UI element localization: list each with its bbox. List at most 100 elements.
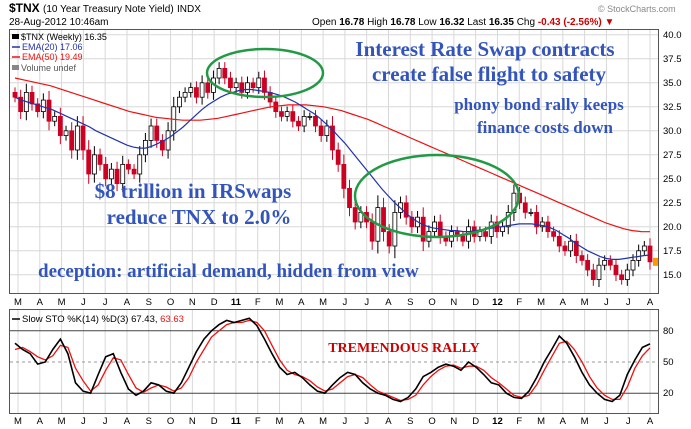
x-tick-label: 12 — [492, 297, 503, 308]
low-label: Low — [418, 17, 437, 28]
y-tick-label: 30.0 — [663, 126, 682, 137]
sto-y-tick-label: 20 — [663, 388, 674, 399]
candle-body — [91, 154, 97, 175]
x-tick-label: A — [647, 297, 654, 308]
candle-body — [194, 87, 199, 98]
annotation-line-6: reduce TNX to 2.0% — [107, 205, 292, 229]
candle-body — [296, 120, 301, 127]
x-tick-label: D — [472, 416, 479, 427]
x-tick-label: J — [103, 416, 108, 427]
x-tick-label: M — [319, 416, 327, 427]
sto-d-line — [14, 319, 651, 402]
candle-body — [522, 202, 528, 213]
x-tick-label: J — [343, 416, 348, 427]
candle-body — [177, 96, 182, 108]
ema50-line — [14, 77, 651, 233]
x-tick-label: D — [211, 416, 218, 427]
candle-body — [420, 216, 426, 242]
x-tick-label: M — [276, 416, 284, 427]
x-tick-label: J — [604, 297, 609, 308]
x-tick-label: M — [58, 297, 66, 308]
candle-body — [97, 154, 103, 165]
candle-body — [250, 82, 256, 89]
x-tick-label: J — [626, 416, 631, 427]
candle-body — [86, 149, 92, 175]
y-tick-label: 17.5 — [663, 246, 682, 257]
candle-body — [18, 96, 24, 112]
candle-body — [596, 264, 602, 281]
candle-body — [330, 125, 335, 151]
watermark: © StockCharts.com — [598, 4, 676, 14]
legend-volume: Volume undef — [21, 63, 77, 73]
candle-body — [239, 82, 245, 93]
last-price-marker — [653, 257, 658, 266]
candle-body — [624, 269, 630, 281]
y-tick-label: 40.0 — [663, 30, 682, 41]
x-tick-label: M — [14, 416, 22, 427]
ellipse-2011-low — [353, 153, 521, 239]
y-axis-labels: 15.0 17.5 20.0 22.5 25.0 27.5 30.0 32.5 35.0 37.5… — [663, 30, 682, 281]
candle-body — [228, 77, 233, 88]
candle-body — [324, 125, 330, 136]
sto-k-line — [14, 317, 651, 403]
x-tick-label: F — [255, 416, 261, 427]
candle-body — [160, 139, 165, 151]
x-tick-label: M — [276, 297, 284, 308]
high-value: 16.78 — [390, 17, 416, 28]
legend-volume-swatch — [12, 65, 19, 70]
candle-body — [381, 207, 386, 233]
sto-x-axis-labels: M A M J J A S O N D 11 F M A M J J A S O N D 12 F M A M J J A — [14, 416, 654, 427]
ema20-line — [14, 88, 651, 260]
x-tick-label: M — [581, 297, 589, 308]
sto-y-axis-labels: 20 50 80 — [663, 326, 674, 399]
candle-body — [148, 125, 154, 141]
candle-body — [256, 77, 262, 88]
candle-body — [216, 68, 222, 79]
legend-price: $TNX (Weekly) 16.35 — [21, 32, 107, 42]
ellipse-2011-peak — [205, 47, 325, 99]
x-tick-label: J — [364, 416, 369, 427]
candle-body — [233, 82, 239, 89]
candle-body — [528, 211, 534, 214]
chart-symbol: $TNX (10 Year Treasury Note Yield) INDX — [9, 1, 201, 15]
annotation-line-2: create false flight to safety — [372, 62, 607, 86]
x-tick-label: A — [37, 416, 44, 427]
candle-body — [29, 92, 35, 105]
candle-body — [80, 125, 86, 151]
candle-body — [125, 163, 131, 170]
x-tick-label: J — [343, 297, 348, 308]
candle-body — [199, 82, 205, 98]
candle-body — [137, 154, 143, 175]
candle-body — [318, 125, 324, 136]
y-tick-label: 20.0 — [663, 222, 682, 233]
candle-body — [573, 240, 579, 256]
candle-body — [562, 245, 568, 252]
candle-body — [154, 125, 160, 141]
candle-body — [35, 103, 41, 112]
x-tick-label: O — [167, 416, 174, 427]
candle-body — [103, 163, 109, 180]
x-tick-label: M — [537, 416, 545, 427]
candle-body — [568, 240, 574, 252]
candle-body — [108, 168, 114, 180]
x-tick-label: J — [81, 297, 86, 308]
candle-body — [341, 163, 347, 189]
y-tick-label: 27.5 — [663, 150, 682, 161]
candle-body — [551, 231, 557, 237]
annotation-line-5: $8 trillion in IRSwaps — [95, 179, 292, 203]
y-tick-label: 25.0 — [663, 174, 682, 185]
x-tick-label: 11 — [231, 297, 242, 308]
candle-body — [63, 130, 69, 137]
candle-body — [222, 68, 228, 79]
annotation-line-7: deception: artificial demand, hidden fro… — [38, 261, 419, 282]
x-tick-label: O — [428, 297, 435, 308]
legend-ema50: EMA(50) 19.49 — [22, 52, 83, 62]
candle-body — [590, 269, 596, 281]
x-tick-label: J — [364, 297, 369, 308]
annotation-line-1: Interest Rate Swap contracts — [355, 37, 614, 61]
candle-body — [607, 259, 613, 266]
candle-body — [460, 235, 466, 242]
x-tick-label: M — [581, 416, 589, 427]
candle-body — [641, 245, 647, 252]
candle-body — [539, 221, 545, 228]
